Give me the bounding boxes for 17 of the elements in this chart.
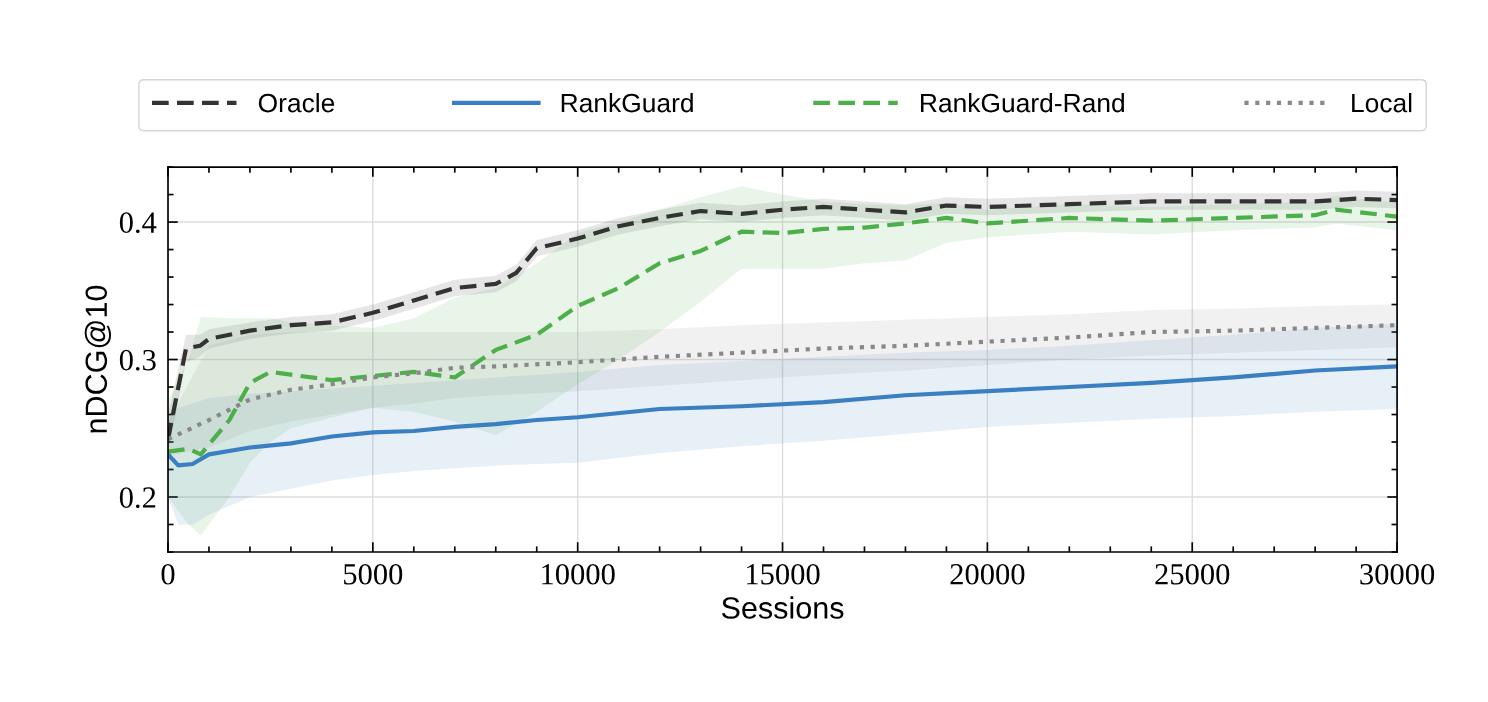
x-axis-title: Sessions xyxy=(721,596,844,619)
line-series xyxy=(168,364,1398,468)
y-tick-label: 0.4 xyxy=(119,212,157,234)
legend-label: RankGuard xyxy=(561,92,693,113)
x-tick-label: 0 xyxy=(161,563,175,585)
legend-label: Oracle xyxy=(258,92,335,113)
x-tick-label: 25000 xyxy=(1155,563,1230,585)
y-tick-label: 0.3 xyxy=(119,349,156,371)
x-tick-label: 5000 xyxy=(344,563,403,585)
y-axis-title: nDCG@10 xyxy=(84,285,112,433)
x-tick-label: 10000 xyxy=(542,563,615,585)
legend-label: Local xyxy=(1352,92,1412,113)
x-tick-label: 20000 xyxy=(950,563,1025,585)
x-tick-label: 15000 xyxy=(747,563,820,585)
y-tick-label: 0.2 xyxy=(119,487,156,509)
legend-label: RankGuard-Rand xyxy=(921,92,1124,113)
x-tick-label: 30000 xyxy=(1360,563,1435,585)
